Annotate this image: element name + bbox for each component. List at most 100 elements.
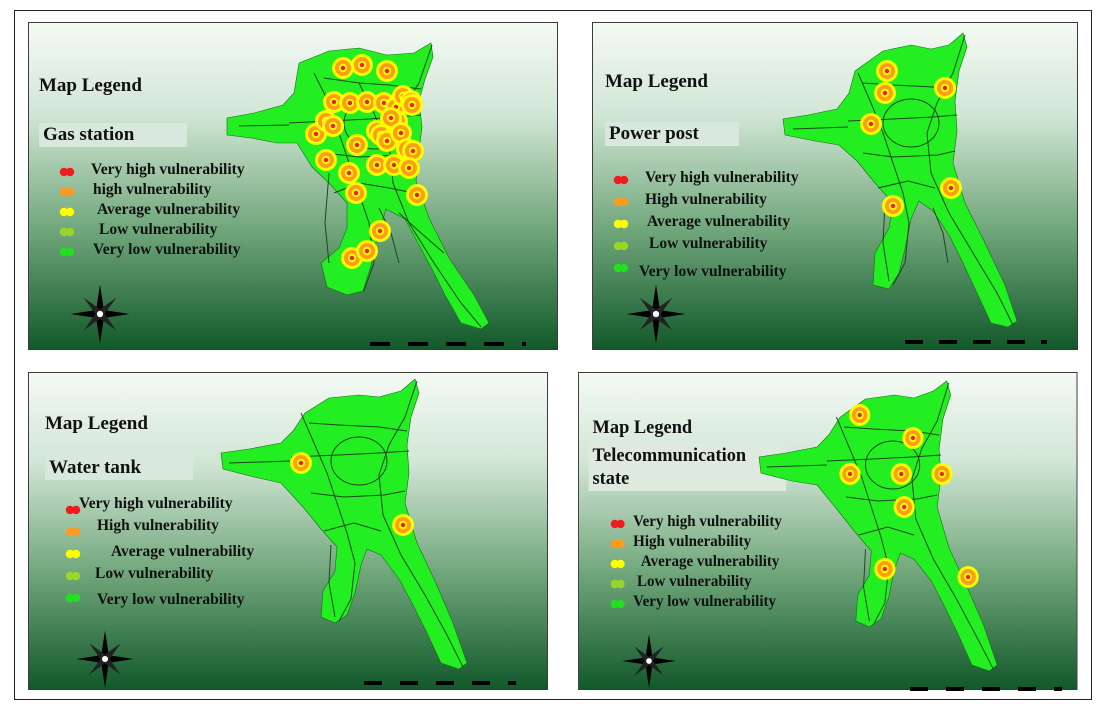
vulnerability-point — [338, 162, 360, 184]
legend-item-very-high: Very high vulnerability — [610, 513, 842, 533]
legend-label: High vulnerability — [633, 533, 752, 550]
legend: Very high vulnerability High vulnerabili… — [610, 513, 842, 613]
legend-label: Low vulnerability — [99, 221, 218, 238]
legend-label: Average vulnerability — [640, 553, 780, 570]
legend-label: Very high vulnerability — [633, 513, 782, 530]
legend-title: Map Legend — [592, 417, 693, 438]
legend-label: Very low vulnerability — [639, 263, 787, 280]
vulnerability-point — [315, 149, 337, 171]
layer-label: Gas station — [39, 123, 187, 147]
vulnerability-point — [406, 184, 428, 206]
point-markers — [860, 60, 962, 217]
vulnerability-point — [369, 220, 391, 242]
vulnerability-point — [392, 514, 414, 536]
legend: Very high vulnerability high vulnerabili… — [59, 161, 289, 261]
vulnerability-point — [882, 195, 904, 217]
legend-label: Very high vulnerability — [79, 495, 233, 512]
map-canvas — [758, 380, 998, 672]
legend-item-very-low: Very low vulnerability — [65, 587, 305, 609]
legend-item-very-high: Very high vulnerability — [59, 161, 289, 181]
legend-item-very-low: Very low vulnerability — [59, 241, 289, 261]
region-shape — [782, 32, 1018, 328]
legend-item-average: Average vulnerability — [613, 213, 843, 235]
vulnerability-point — [332, 57, 354, 79]
north-arrow-compass-rose-icon — [620, 632, 678, 690]
legend-item-average: Average vulnerability — [59, 201, 289, 221]
legend-item-very-low: Very low vulnerability — [610, 593, 842, 613]
legend-label: Average vulnerability — [97, 201, 241, 218]
layer-label: Power post — [605, 122, 739, 146]
vulnerability-point — [876, 60, 898, 82]
map-canvas — [782, 32, 1018, 328]
vulnerability-point — [322, 115, 344, 137]
layer-label: Water tank — [45, 456, 193, 480]
point-markers — [290, 452, 414, 536]
north-arrow-compass-rose-icon — [624, 282, 688, 346]
map-canvas — [220, 378, 468, 670]
layer-label: Telecommunication state — [588, 443, 787, 491]
vulnerability-point — [345, 182, 367, 204]
map-panel-telecommunication-state: Map Legend Telecommunication state Very … — [578, 372, 1078, 690]
vulnerability-point — [934, 77, 956, 99]
vulnerability-point — [398, 157, 420, 179]
scale-bar — [905, 340, 1047, 344]
legend-label: Average vulnerability — [111, 543, 255, 560]
legend-item-high: High vulnerability — [65, 517, 305, 543]
point-markers — [839, 404, 979, 588]
legend-item-very-high: Very high vulnerability — [65, 495, 305, 521]
legend-label: High vulnerability — [645, 191, 767, 208]
legend-label: Low vulnerability — [649, 235, 768, 252]
legend-label: Very low vulnerability — [97, 591, 245, 608]
vulnerability-point — [957, 566, 979, 588]
region-shape — [758, 380, 998, 672]
scale-bar — [910, 687, 1062, 691]
legend: Very high vulnerability High vulnerabili… — [613, 169, 843, 280]
point-markers — [305, 54, 428, 269]
vulnerability-point — [366, 154, 388, 176]
legend-label: Average vulnerability — [647, 213, 791, 230]
legend-label: high vulnerability — [93, 181, 212, 198]
map-panel-power-post: Map Legend Power post Very high vulnerab… — [592, 22, 1078, 350]
vulnerability-point — [931, 463, 953, 485]
vulnerability-point — [874, 82, 896, 104]
map-panel-water-tank: Map Legend Water tank Very high vulnerab… — [28, 372, 548, 690]
north-arrow-compass-rose-icon — [68, 282, 132, 346]
north-arrow-compass-rose-icon — [74, 628, 136, 690]
scale-bar — [364, 681, 516, 685]
map-panel-gas-station: Map Legend Gas station Very high vulnera… — [28, 22, 558, 350]
vulnerability-point — [356, 91, 378, 113]
vulnerability-point — [376, 60, 398, 82]
legend-item-high: High vulnerability — [613, 191, 843, 213]
legend-title: Map Legend — [605, 71, 708, 92]
legend-label: Very high vulnerability — [645, 169, 799, 186]
legend-item-high: high vulnerability — [59, 181, 289, 201]
legend-title: Map Legend — [39, 75, 142, 96]
vulnerability-point — [290, 452, 312, 474]
map-canvas — [226, 42, 490, 330]
legend-item-average: Average vulnerability — [610, 553, 842, 573]
legend: Very high vulnerability High vulnerabili… — [65, 495, 305, 609]
vulnerability-point — [890, 463, 912, 485]
legend-label: Very high vulnerability — [91, 161, 245, 178]
legend-label: Low vulnerability — [637, 573, 752, 590]
legend-item-very-low: Very low vulnerability — [613, 257, 843, 280]
legend-label: High vulnerability — [97, 517, 219, 534]
scale-bar — [370, 342, 526, 346]
legend-item-low: Low vulnerability — [613, 235, 843, 257]
vulnerability-point — [849, 404, 871, 426]
vulnerability-point — [356, 240, 378, 262]
vulnerability-point — [940, 177, 962, 199]
legend-label: Very low vulnerability — [93, 241, 241, 258]
road-network — [228, 380, 464, 668]
vulnerability-point — [323, 91, 345, 113]
vulnerability-point — [351, 54, 373, 76]
legend-title: Map Legend — [45, 413, 148, 434]
vulnerability-point — [346, 134, 368, 156]
vulnerability-point — [380, 107, 402, 129]
legend-item-average: Average vulnerability — [65, 543, 305, 565]
vulnerability-point — [860, 113, 882, 135]
vulnerability-point — [839, 463, 861, 485]
vulnerability-point — [893, 496, 915, 518]
vulnerability-point — [401, 94, 423, 116]
vulnerability-point — [874, 558, 896, 580]
